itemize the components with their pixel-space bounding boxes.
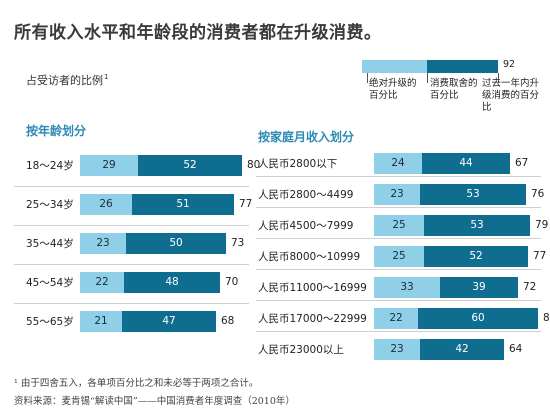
bar-absolute-upgrade	[374, 153, 422, 174]
bar-absolute-upgrade	[374, 184, 420, 205]
bar-absolute-upgrade	[80, 194, 132, 215]
row-label: 35～44岁	[26, 238, 74, 250]
value-upgraded-past-year: 80	[247, 159, 261, 171]
row-label: 人民币23000以上	[258, 344, 344, 356]
row-label: 人民币11000～16999	[258, 282, 367, 294]
value-upgraded-past-year: 77	[533, 250, 547, 262]
legend-label-upgraded-past-year: 过去一年内升级消费的百分比	[482, 78, 540, 113]
row-label: 人民币2800～4499	[258, 189, 354, 201]
row-label: 人民币2800以下	[258, 158, 338, 170]
value-upgraded-past-year: 68	[221, 315, 235, 327]
legend-swatch-dark	[427, 60, 498, 73]
chart-subtitle: 占受访者的比例1	[26, 72, 108, 88]
value-upgraded-past-year: 64	[509, 343, 523, 355]
bar-absolute-upgrade	[374, 246, 424, 267]
value-upgraded-past-year: 79	[535, 219, 549, 231]
bar-trade-off	[422, 153, 510, 174]
value-trade-off: 47	[162, 315, 176, 327]
value-trade-off: 44	[459, 157, 473, 169]
value-trade-off: 52	[183, 159, 197, 171]
bar-trade-off	[420, 339, 504, 360]
value-absolute-upgrade: 23	[390, 343, 404, 355]
legend-leader-line-1	[367, 73, 368, 83]
bar-absolute-upgrade	[374, 277, 440, 298]
bar-absolute-upgrade	[80, 272, 124, 293]
bar-trade-off	[424, 246, 528, 267]
row-divider	[14, 264, 249, 265]
legend-total-value: 92	[503, 59, 516, 70]
row-label: 45～54岁	[26, 277, 74, 289]
value-upgraded-past-year: 67	[515, 157, 529, 169]
value-trade-off: 51	[176, 198, 190, 210]
bar-absolute-upgrade	[80, 233, 126, 254]
bar-trade-off	[132, 194, 234, 215]
row-divider	[256, 207, 541, 208]
bar-trade-off	[124, 272, 220, 293]
footnote-rounding: ¹ 由于四舍五入，各单项百分比之和未必等于两项之合计。	[14, 378, 259, 389]
bar-trade-off	[138, 155, 242, 176]
row-divider	[256, 331, 541, 332]
row-label: 25～34岁	[26, 199, 74, 211]
value-upgraded-past-year: 70	[225, 276, 239, 288]
value-upgraded-past-year: 72	[523, 281, 537, 293]
value-absolute-upgrade: 25	[392, 219, 406, 231]
row-label: 人民币17000～22999	[258, 313, 367, 325]
subtitle-footnote-marker: 1	[104, 73, 109, 82]
value-absolute-upgrade: 24	[391, 157, 405, 169]
legend-label-trade-off: 消费取舍的百分比	[430, 78, 478, 101]
value-trade-off: 60	[471, 312, 485, 324]
row-label: 人民币4500～7999	[258, 220, 354, 232]
value-absolute-upgrade: 29	[102, 159, 116, 171]
subtitle-text: 占受访者的比例	[26, 74, 103, 87]
section-title-age: 按年龄划分	[26, 124, 87, 138]
row-label: 人民币8000～10999	[258, 251, 361, 263]
value-absolute-upgrade: 23	[96, 237, 110, 249]
value-trade-off: 50	[169, 237, 183, 249]
bar-trade-off	[424, 215, 530, 236]
legend-leader-line-2	[427, 73, 428, 83]
value-absolute-upgrade: 33	[400, 281, 414, 293]
row-divider	[256, 238, 541, 239]
value-upgraded-past-year: 82	[543, 312, 550, 324]
row-divider	[14, 186, 249, 187]
bar-absolute-upgrade	[374, 215, 424, 236]
bar-trade-off	[126, 233, 226, 254]
value-absolute-upgrade: 25	[392, 250, 406, 262]
row-divider	[14, 225, 249, 226]
value-upgraded-past-year: 73	[231, 237, 245, 249]
legend-label-absolute-upgrade: 绝对升级的百分比	[369, 78, 417, 101]
value-trade-off: 52	[469, 250, 483, 262]
bar-trade-off	[420, 184, 526, 205]
value-absolute-upgrade: 22	[95, 276, 109, 288]
value-absolute-upgrade: 26	[99, 198, 113, 210]
bar-trade-off	[122, 311, 216, 332]
value-trade-off: 48	[165, 276, 179, 288]
row-divider	[256, 269, 541, 270]
row-divider	[256, 300, 541, 301]
row-divider	[256, 176, 541, 177]
row-label: 55～65岁	[26, 316, 74, 328]
value-absolute-upgrade: 23	[390, 188, 404, 200]
value-upgraded-past-year: 76	[531, 188, 545, 200]
value-trade-off: 53	[470, 219, 484, 231]
bar-absolute-upgrade	[80, 155, 138, 176]
legend-swatch-light	[362, 60, 427, 73]
row-divider	[14, 303, 249, 304]
bar-absolute-upgrade	[80, 311, 122, 332]
bar-trade-off	[418, 308, 538, 329]
bar-trade-off	[440, 277, 518, 298]
bar-absolute-upgrade	[374, 339, 420, 360]
section-title-income: 按家庭月收入划分	[258, 130, 355, 144]
value-upgraded-past-year: 77	[239, 198, 253, 210]
page-title: 所有收入水平和年龄段的消费者都在升级消费。	[14, 23, 382, 43]
bar-absolute-upgrade	[374, 308, 418, 329]
legend-leader-line-3	[498, 73, 499, 83]
value-absolute-upgrade: 22	[389, 312, 403, 324]
value-trade-off: 42	[455, 343, 469, 355]
value-trade-off: 53	[466, 188, 480, 200]
value-trade-off: 39	[472, 281, 486, 293]
footnote-source: 资料来源：麦肯锡“解读中国”——中国消费者年度调查（2010年）	[14, 396, 295, 407]
row-label: 18～24岁	[26, 160, 74, 172]
value-absolute-upgrade: 21	[94, 315, 108, 327]
